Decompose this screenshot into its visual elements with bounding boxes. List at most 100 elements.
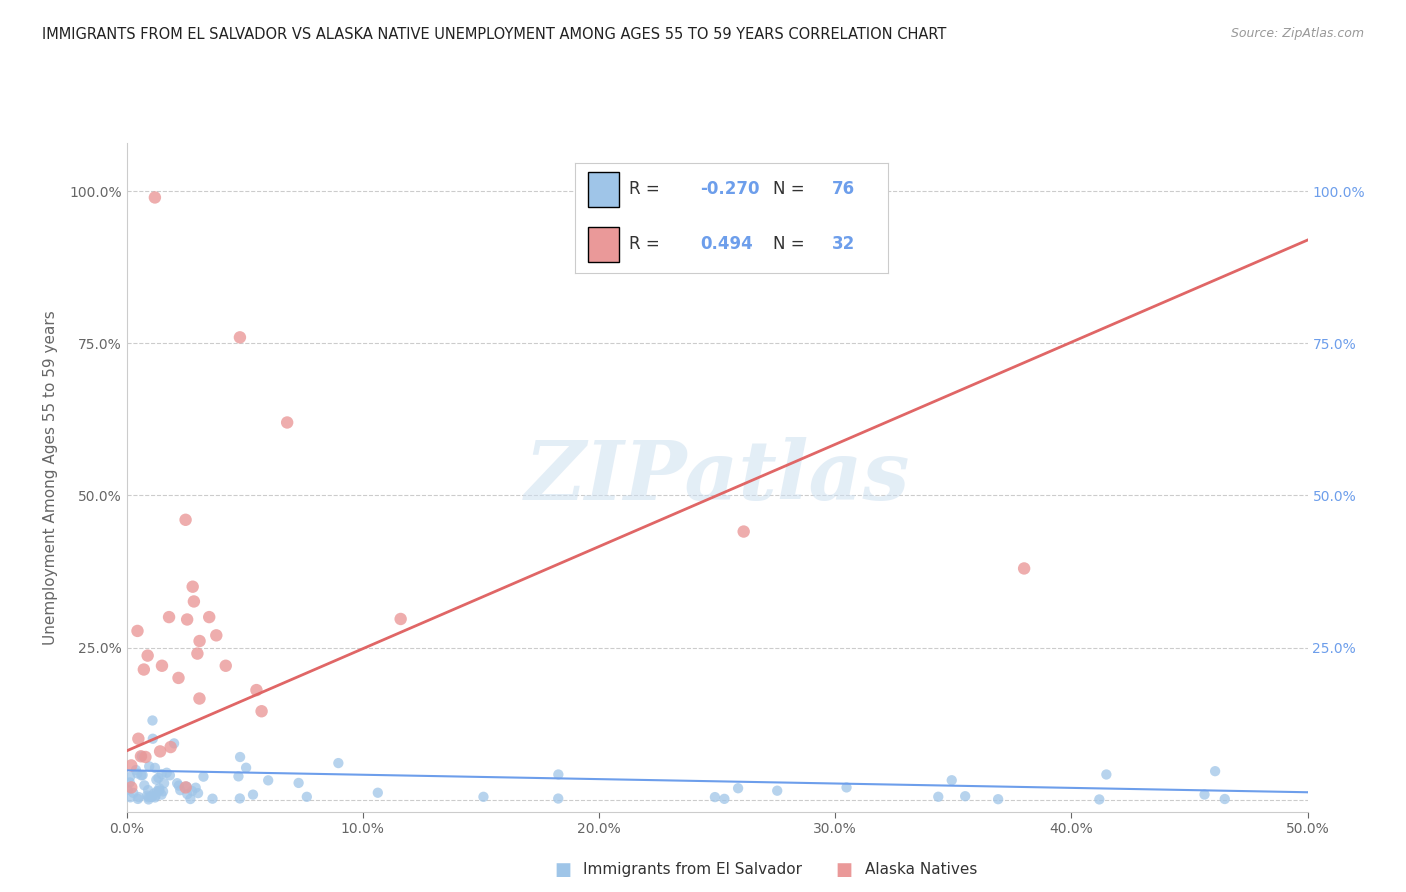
Point <box>181 580 204 594</box>
Point <box>127 766 149 780</box>
Point <box>163 736 186 750</box>
Point <box>727 781 749 796</box>
Point <box>287 776 309 790</box>
Point <box>125 763 148 777</box>
Point <box>547 767 569 781</box>
Point <box>187 786 209 800</box>
Point <box>367 786 389 800</box>
Text: Source: ZipAtlas.com: Source: ZipAtlas.com <box>1230 27 1364 40</box>
Point <box>472 789 495 804</box>
Point <box>235 761 257 775</box>
Point <box>547 791 569 805</box>
Point <box>120 780 142 795</box>
Point <box>229 330 252 344</box>
Text: Immigrants from El Salvador: Immigrants from El Salvador <box>583 863 803 877</box>
Text: ZIPatlas: ZIPatlas <box>524 437 910 517</box>
Point <box>117 782 139 797</box>
Point <box>127 731 149 746</box>
Point <box>181 784 204 798</box>
Point <box>201 791 224 805</box>
Point <box>1088 792 1111 806</box>
Point <box>131 768 153 782</box>
Point <box>134 778 156 792</box>
Point <box>142 787 165 801</box>
Point <box>228 769 250 783</box>
Point <box>941 773 963 788</box>
Point <box>148 771 170 785</box>
Point <box>1095 767 1118 781</box>
Point <box>120 770 142 784</box>
Point <box>953 789 976 804</box>
Point <box>143 190 166 204</box>
Point <box>188 691 211 706</box>
Point <box>169 783 191 797</box>
Point <box>138 759 160 773</box>
Point <box>733 524 755 539</box>
Point <box>205 628 228 642</box>
Point <box>703 790 725 805</box>
Point <box>1213 792 1236 806</box>
Point <box>122 786 145 800</box>
Point <box>128 790 150 805</box>
Point <box>186 647 208 661</box>
Point <box>174 513 197 527</box>
Point <box>176 612 198 626</box>
Point <box>167 671 190 685</box>
Point <box>245 683 267 698</box>
Point <box>1012 561 1035 575</box>
Text: ■: ■ <box>835 861 852 879</box>
Point <box>120 758 142 772</box>
Point <box>198 610 221 624</box>
Point <box>176 780 198 794</box>
Point <box>146 784 169 798</box>
Point <box>328 756 350 770</box>
Point <box>1204 764 1226 779</box>
Point <box>132 663 155 677</box>
Point <box>134 750 156 764</box>
Point <box>141 714 163 728</box>
Point <box>143 761 166 775</box>
Point <box>250 704 273 718</box>
Text: IMMIGRANTS FROM EL SALVADOR VS ALASKA NATIVE UNEMPLOYMENT AMONG AGES 55 TO 59 YE: IMMIGRANTS FROM EL SALVADOR VS ALASKA NA… <box>42 27 946 42</box>
Point <box>138 792 160 806</box>
Point <box>713 792 735 806</box>
Point <box>229 750 252 764</box>
Point <box>141 789 163 804</box>
Point <box>159 768 181 782</box>
Text: ■: ■ <box>554 861 571 879</box>
Point <box>118 775 141 789</box>
Point <box>159 740 181 755</box>
Point <box>142 731 165 746</box>
Y-axis label: Unemployment Among Ages 55 to 59 years: Unemployment Among Ages 55 to 59 years <box>44 310 58 645</box>
Point <box>166 776 188 790</box>
Point <box>389 612 412 626</box>
Point <box>127 792 149 806</box>
Point <box>174 780 197 795</box>
Point <box>183 594 205 608</box>
Point <box>157 610 180 624</box>
Point <box>136 783 159 797</box>
Point <box>153 776 176 790</box>
Point <box>167 779 190 793</box>
Text: Alaska Natives: Alaska Natives <box>865 863 977 877</box>
Point <box>131 749 153 764</box>
Point <box>145 772 167 787</box>
Point <box>229 791 252 805</box>
Point <box>193 770 215 784</box>
Point <box>215 658 238 673</box>
Point <box>138 790 160 805</box>
Point <box>120 790 142 805</box>
Point <box>149 744 172 758</box>
Point <box>184 780 207 795</box>
Point <box>148 781 170 796</box>
Point <box>131 768 153 782</box>
Point <box>766 783 789 797</box>
Point <box>150 788 173 802</box>
Point <box>148 783 170 797</box>
Point <box>927 789 949 804</box>
Point <box>152 784 174 798</box>
Point <box>136 789 159 803</box>
Point <box>242 788 264 802</box>
Point <box>145 789 167 803</box>
Point <box>156 765 179 780</box>
